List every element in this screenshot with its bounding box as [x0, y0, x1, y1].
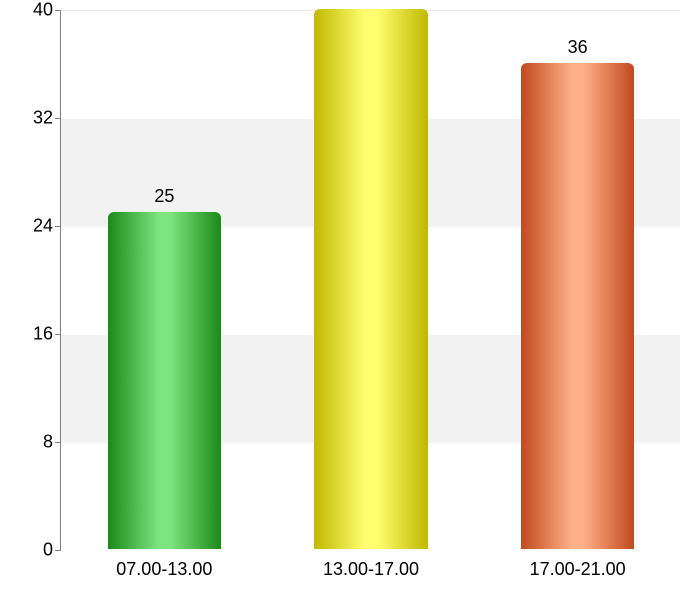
- y-tick-mark: [55, 334, 61, 335]
- y-tick-mark: [55, 226, 61, 227]
- x-tick-label: 13.00-17.00: [323, 549, 419, 580]
- bar-value-label: 40: [314, 0, 428, 4]
- plot-area: 08162432402507.00-13.004013.00-17.003617…: [60, 10, 680, 550]
- bar: 40: [314, 9, 428, 549]
- bar: 36: [521, 63, 635, 549]
- x-tick-label: 07.00-13.00: [116, 549, 212, 580]
- y-tick-mark: [55, 10, 61, 11]
- y-tick-mark: [55, 550, 61, 551]
- y-tick-mark: [55, 442, 61, 443]
- y-tick-mark: [55, 118, 61, 119]
- bar-chart: 08162432402507.00-13.004013.00-17.003617…: [0, 0, 700, 600]
- bar-value-label: 36: [521, 37, 635, 58]
- x-tick-label: 17.00-21.00: [530, 549, 626, 580]
- bar-value-label: 25: [108, 186, 222, 207]
- bar: 25: [108, 212, 222, 550]
